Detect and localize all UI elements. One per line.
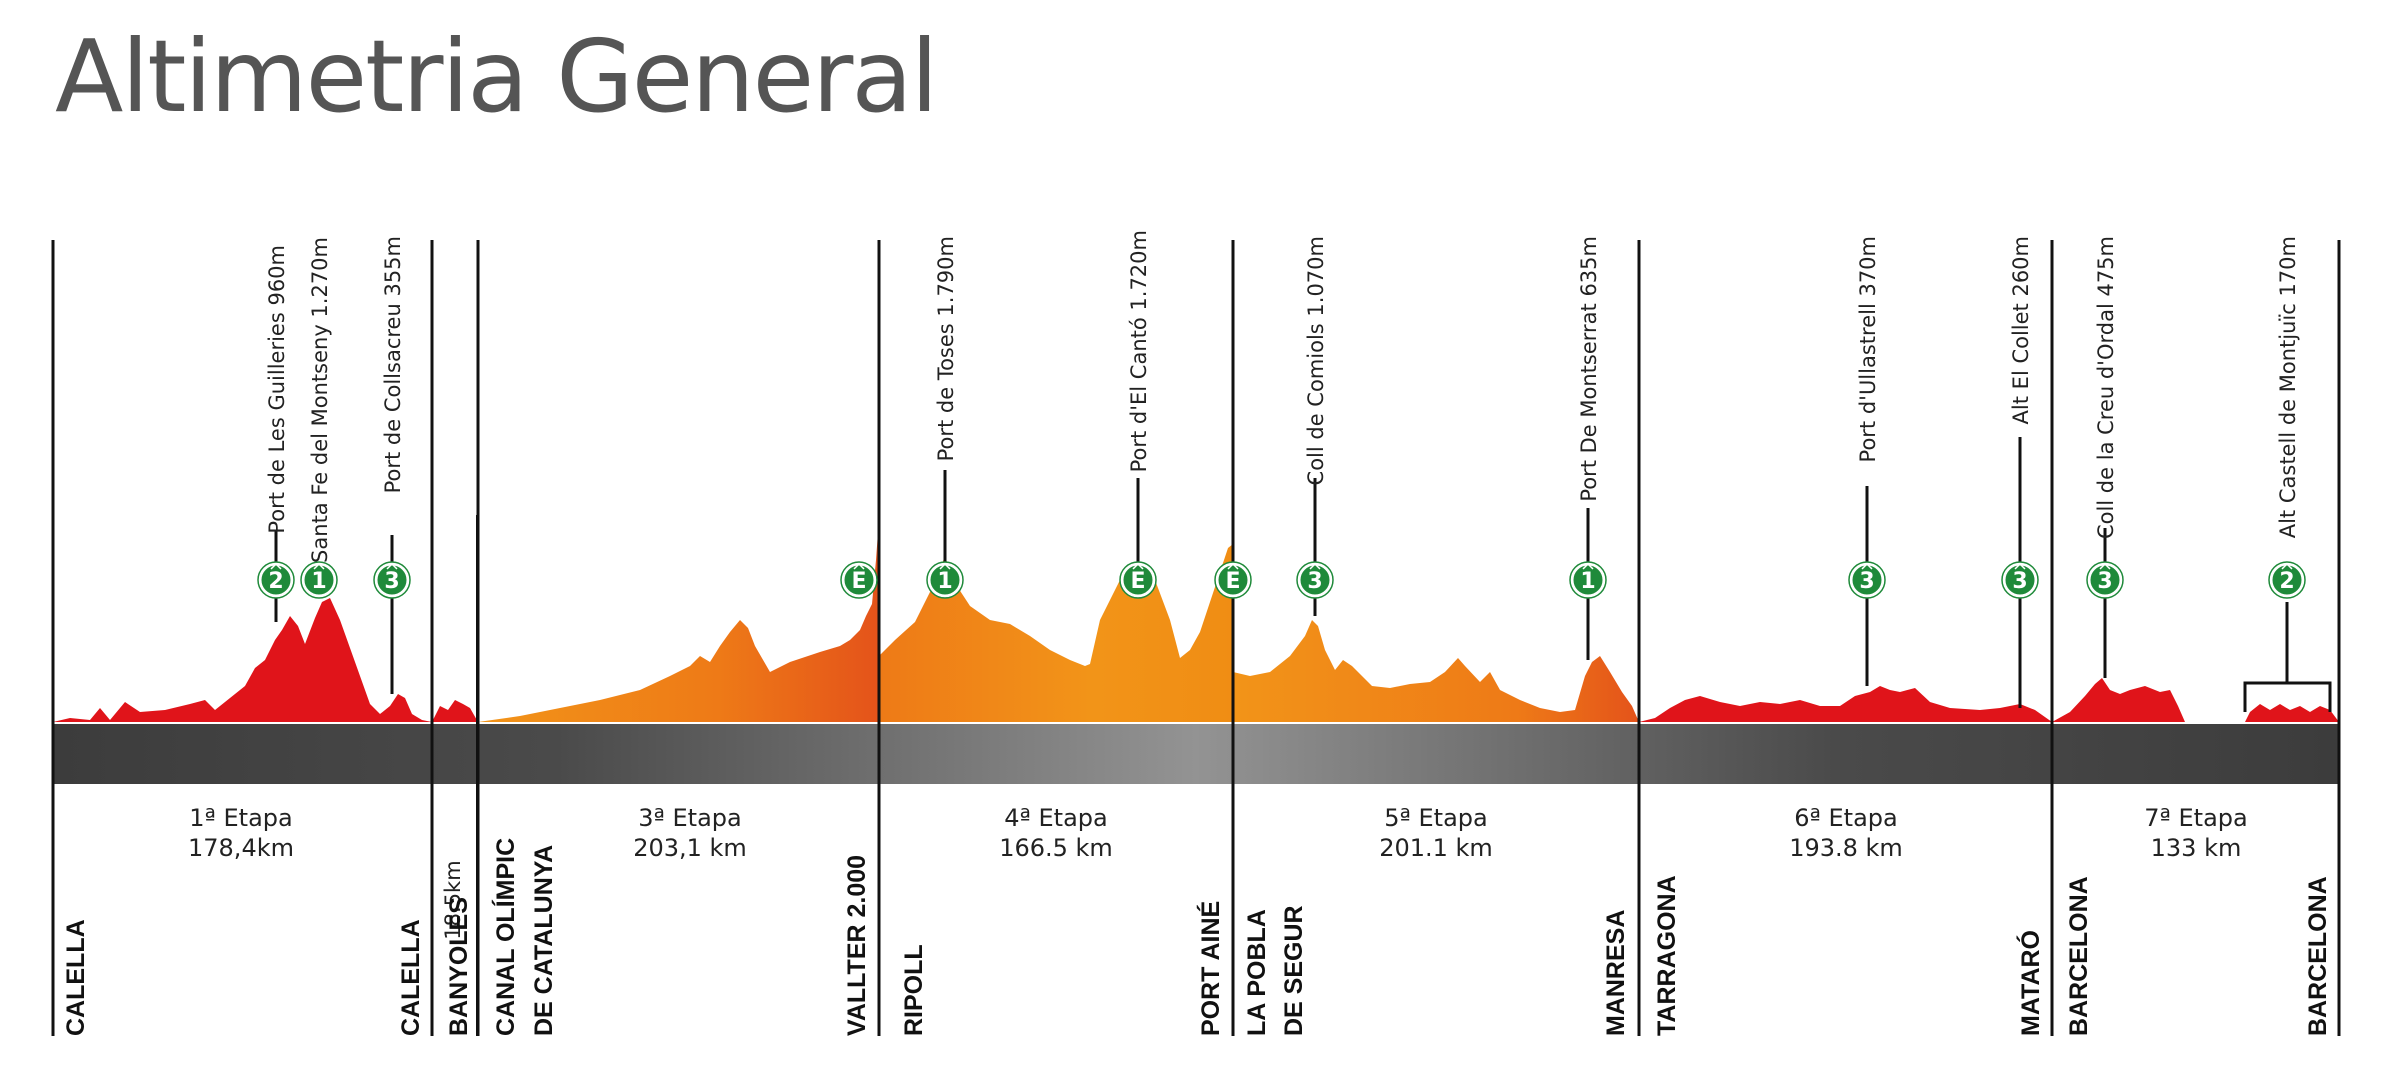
climb-label: Coll de la Creu d'Ordal 475m <box>2094 236 2118 539</box>
stage-3-elevation-profile <box>478 518 879 722</box>
stage-distance: 18.5km <box>441 860 465 939</box>
climb-category-label: E <box>1225 569 1240 594</box>
stage-distance: 201.1 km <box>1379 834 1493 862</box>
town-label-start: RIPOLL <box>900 944 928 1036</box>
climb-category-label: 2 <box>2279 569 2294 594</box>
stage-distance: 193.8 km <box>1789 834 1903 862</box>
climb-category-label: 3 <box>2012 569 2027 594</box>
town-label-finish: MANRESA <box>1602 910 1630 1036</box>
climb-category-badge: 3 <box>2086 561 2124 599</box>
stage-name: 7ª Etapa <box>2144 804 2247 832</box>
climb-category-label: 3 <box>384 569 399 594</box>
town-label-finish: PORT AINÉ <box>1196 901 1225 1036</box>
climb-category-badge: 3 <box>2001 561 2039 599</box>
stage-7-elevation-profile <box>2052 678 2339 722</box>
climb-label: Port De Montserrat 635m <box>1577 236 1601 502</box>
climb-label: Santa Fe del Montseny 1.270m <box>308 237 332 563</box>
climb-label: Port d'Ullastrell 370m <box>1856 236 1880 462</box>
climb-label: Port de Les Guilleries 960m <box>265 245 289 534</box>
climb-category-badge: E <box>1119 561 1157 599</box>
climb-category-badge: 2 <box>257 561 295 599</box>
climb-category-label: 3 <box>1307 569 1322 594</box>
climb-category-badge: 2 <box>2268 561 2306 599</box>
town-label-finish: CALELLA <box>397 919 425 1036</box>
town-label-start: DE CATALUNYA <box>530 845 558 1036</box>
finish-category-badge: E <box>1214 561 1252 599</box>
town-label-start: TARRAGONA <box>1653 875 1681 1036</box>
stage-5-elevation-profile <box>1233 620 1639 722</box>
stage-distance: 203,1 km <box>633 834 747 862</box>
town-label-start: BARCELONA <box>2065 876 2093 1036</box>
stage-name: 1ª Etapa <box>189 804 292 832</box>
climb-category-badge: 3 <box>373 561 411 599</box>
stage-1-elevation-profile <box>53 598 432 722</box>
climb-label: Port de Collsacreu 355m <box>381 236 405 493</box>
climb-category-label: 3 <box>1859 569 1874 594</box>
climb-category-label: 1 <box>1580 569 1595 594</box>
stage-2-elevation-profile <box>432 700 478 722</box>
climb-label: Port d'El Cantó 1.720m <box>1127 230 1151 472</box>
base-band <box>53 724 2339 784</box>
climb-category-label: 3 <box>2097 569 2112 594</box>
climb-category-badge: 1 <box>300 561 338 599</box>
stage-name: 6ª Etapa <box>1794 804 1897 832</box>
climb-category-badge: 1 <box>926 561 964 599</box>
climb-label: Alt Castell de Montjuïc 170m <box>2276 236 2300 538</box>
climb-category-label: E <box>851 569 866 594</box>
climb-category-badge: 3 <box>1296 561 1334 599</box>
climb-label: Alt El Collet 260m <box>2009 236 2033 424</box>
stage-name: 3ª Etapa <box>638 804 741 832</box>
town-label-finish: VALLTER 2.000 <box>843 855 871 1036</box>
climb-category-label: 2 <box>268 569 283 594</box>
town-label-start: LA POBLA <box>1243 909 1271 1036</box>
stage-name: 5ª Etapa <box>1384 804 1487 832</box>
finish-category-badge: E <box>840 561 878 599</box>
stage-distance: 178,4km <box>188 834 294 862</box>
climb-category-badge: 1 <box>1569 561 1607 599</box>
town-label-start: BANYOLES <box>445 897 473 1036</box>
town-label-start: CANAL OLÍMPIC <box>491 838 520 1036</box>
stage-name: 4ª Etapa <box>1004 804 1107 832</box>
climb-label: Port de Toses 1.790m <box>934 236 958 461</box>
stage-distance: 166.5 km <box>999 834 1113 862</box>
stage-distance: 133 km <box>2151 834 2242 862</box>
climb-category-label: 1 <box>311 569 326 594</box>
town-label-start: DE SEGUR <box>1280 905 1308 1036</box>
town-label-finish: BARCELONA <box>2304 876 2332 1036</box>
climb-category-label: 1 <box>937 569 952 594</box>
town-label-start: CALELLA <box>62 919 90 1036</box>
climb-category-label: E <box>1130 569 1145 594</box>
climb-label: Coll de Comiols 1.070m <box>1304 236 1328 485</box>
stage-6-elevation-profile <box>1639 686 2052 722</box>
town-label-finish: MATARÓ <box>2015 930 2045 1036</box>
climb-category-badge: 3 <box>1848 561 1886 599</box>
page-title: Altimetria General <box>55 18 938 135</box>
